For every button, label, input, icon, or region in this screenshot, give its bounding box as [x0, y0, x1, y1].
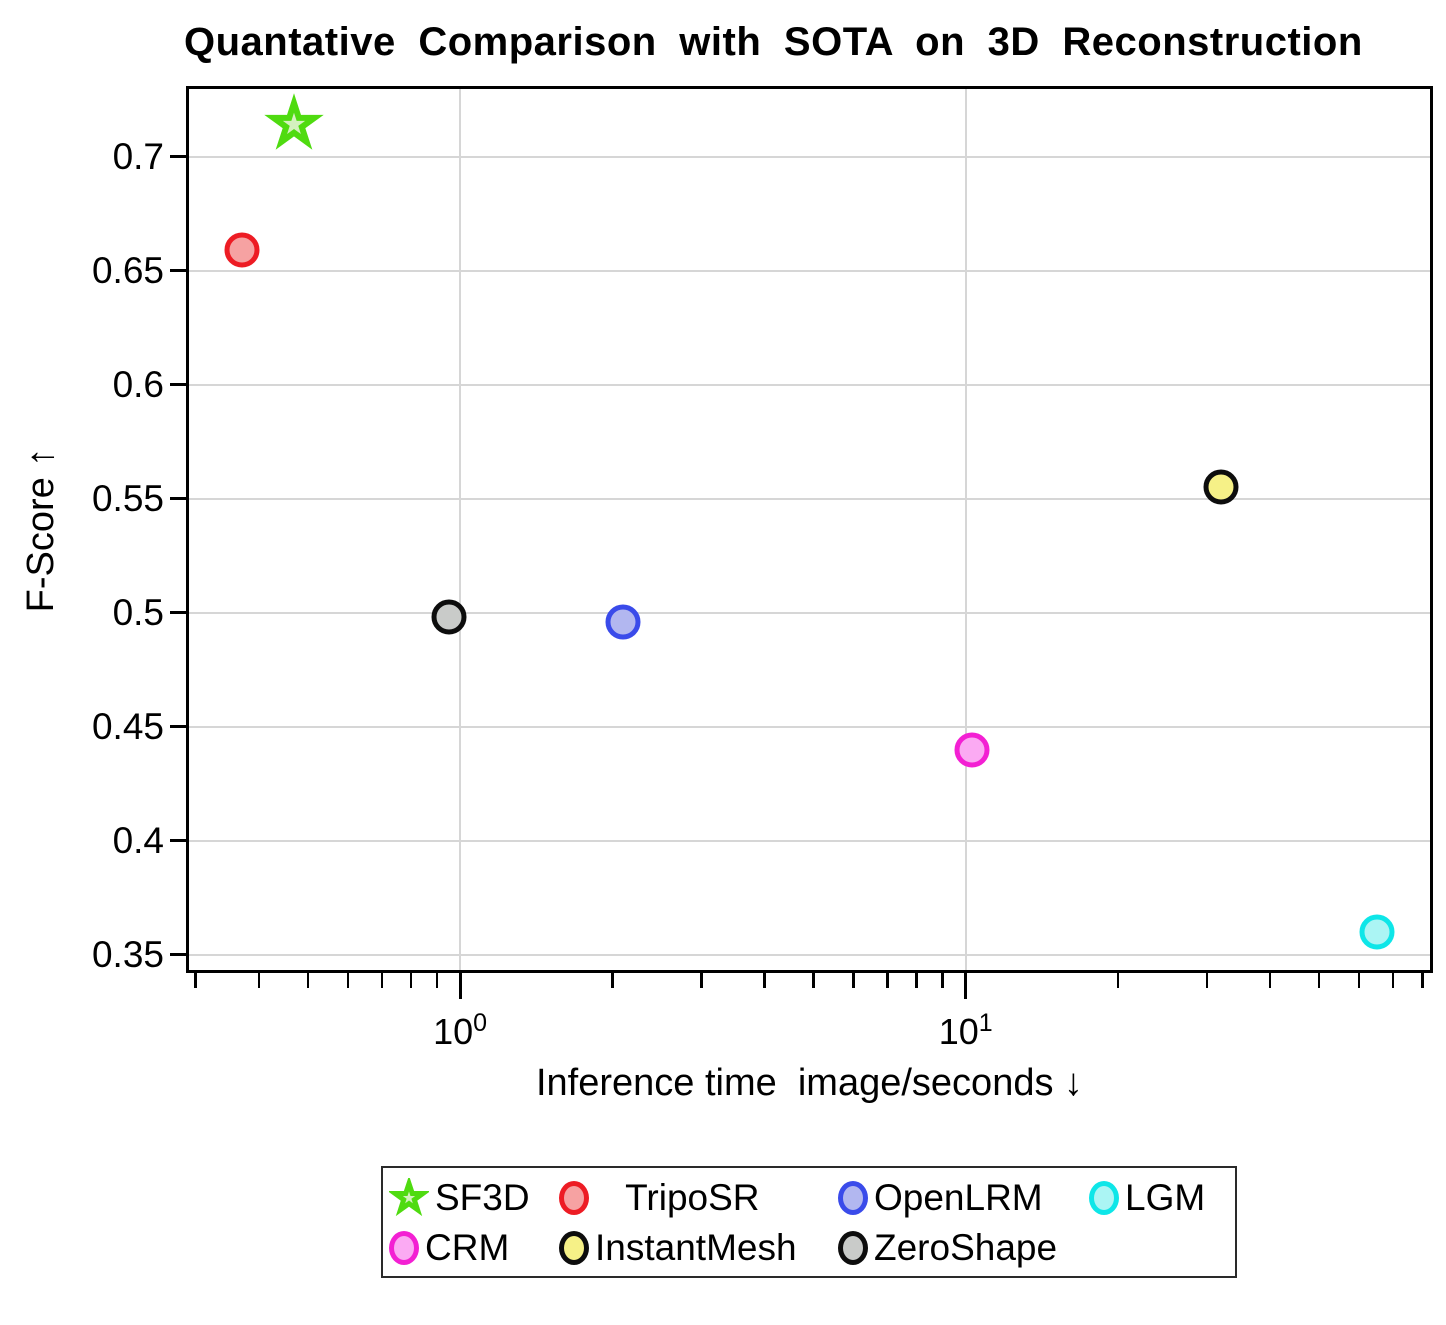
- legend-circle-marker-icon: [389, 1231, 419, 1265]
- legend-box: SF3D TripoSR OpenLRM LGM CRM InstantMesh Zero…: [381, 1166, 1237, 1278]
- legend-item-OpenLRM: OpenLRM: [838, 1177, 1043, 1219]
- legend-label: InstantMesh: [595, 1227, 797, 1268]
- y-tick-label: 0.6: [112, 364, 164, 406]
- legend-item-InstantMesh: InstantMesh: [559, 1227, 797, 1269]
- y-tick: [170, 269, 186, 273]
- x-tick-minor: [941, 973, 944, 988]
- legend-label: LGM: [1125, 1177, 1206, 1218]
- x-tick-minor: [1116, 973, 1120, 988]
- y-gridline: [186, 383, 1433, 386]
- y-gridline: [186, 725, 1433, 728]
- x-tick-minor: [1421, 973, 1424, 988]
- legend-item-TripoSR: TripoSR: [559, 1177, 760, 1219]
- legend-item-CRM: CRM: [389, 1227, 509, 1269]
- y-gridline: [186, 953, 1433, 956]
- legend-label: ZeroShape: [874, 1227, 1058, 1268]
- data-point-InstantMesh: [1203, 469, 1239, 505]
- y-tick-label: 0.7: [112, 136, 164, 178]
- legend-label: SF3D: [435, 1177, 530, 1218]
- x-tick-major: [964, 973, 968, 999]
- chart-title: Quantative Comparison with SOTA on 3D Re…: [184, 20, 1363, 64]
- y-tick: [170, 953, 186, 957]
- y-gridline: [186, 611, 1433, 614]
- x-tick-minor: [1317, 973, 1321, 988]
- legend-circle-marker-icon: [559, 1231, 589, 1265]
- legend-label: OpenLRM: [874, 1177, 1043, 1218]
- x-gridline: [964, 86, 967, 973]
- x-tick-minor: [611, 973, 614, 988]
- data-point-OpenLRM: [605, 604, 641, 640]
- y-tick: [170, 725, 186, 729]
- x-gridline: [459, 86, 462, 973]
- y-tick-label: 0.65: [91, 250, 164, 292]
- x-tick-minor: [886, 973, 889, 988]
- x-tick-minor: [763, 973, 766, 988]
- legend-circle-marker-icon: [838, 1181, 868, 1215]
- y-tick-label: 0.5: [112, 592, 164, 634]
- data-point-ZeroShape: [431, 599, 467, 635]
- y-gridline: [186, 269, 1433, 272]
- x-tick-minor: [409, 973, 413, 988]
- plot-area: [186, 86, 1433, 973]
- legend-circle-marker-icon: [838, 1231, 868, 1265]
- legend-item-SF3D: SF3D: [389, 1177, 530, 1219]
- legend-label: TripoSR: [595, 1177, 760, 1218]
- y-tick: [170, 839, 186, 843]
- y-tick: [170, 611, 186, 615]
- legend-item-ZeroShape: ZeroShape: [838, 1227, 1057, 1269]
- x-tick-minor: [915, 973, 918, 988]
- legend-label: CRM: [425, 1227, 510, 1268]
- x-tick-label: 100: [433, 1009, 488, 1052]
- y-tick: [170, 497, 186, 501]
- x-tick-minor: [257, 973, 261, 988]
- y-axis-label: F-Score ↑: [20, 447, 62, 613]
- x-tick-label: 101: [938, 1009, 993, 1052]
- data-point-CRM: [954, 732, 990, 768]
- x-tick-minor: [1205, 973, 1209, 988]
- x-tick-minor: [346, 973, 350, 988]
- data-point-SF3D: [262, 93, 326, 162]
- y-tick-label: 0.35: [91, 934, 164, 976]
- x-axis-label: Inference time image/seconds ↓: [535, 1062, 1084, 1104]
- x-tick-minor: [700, 973, 703, 988]
- y-tick-label: 0.45: [91, 706, 164, 748]
- data-point-LGM: [1359, 914, 1395, 950]
- y-tick-label: 0.55: [91, 478, 164, 520]
- x-tick-major: [458, 973, 462, 999]
- x-tick-minor: [435, 973, 439, 988]
- y-gridline: [186, 839, 1433, 842]
- legend-circle-marker-icon: [559, 1181, 589, 1215]
- x-tick-minor: [194, 973, 197, 988]
- star-marker-icon: [264, 93, 325, 150]
- y-tick: [170, 155, 186, 159]
- x-tick-minor: [380, 973, 384, 988]
- y-gridline: [186, 497, 1433, 500]
- x-tick-minor: [1357, 973, 1361, 988]
- x-tick-minor: [812, 973, 815, 988]
- y-gridline: [186, 155, 1433, 158]
- data-point-TripoSR: [224, 232, 260, 268]
- x-tick-minor: [1391, 973, 1395, 988]
- x-tick-minor: [852, 973, 855, 988]
- x-tick-minor: [306, 973, 310, 988]
- y-tick-label: 0.4: [112, 820, 164, 862]
- legend-circle-marker-icon: [1089, 1181, 1119, 1215]
- legend-star-marker-icon: [389, 1178, 429, 1217]
- y-tick: [170, 383, 186, 387]
- x-tick-minor: [1268, 973, 1272, 988]
- legend-item-LGM: LGM: [1089, 1177, 1205, 1219]
